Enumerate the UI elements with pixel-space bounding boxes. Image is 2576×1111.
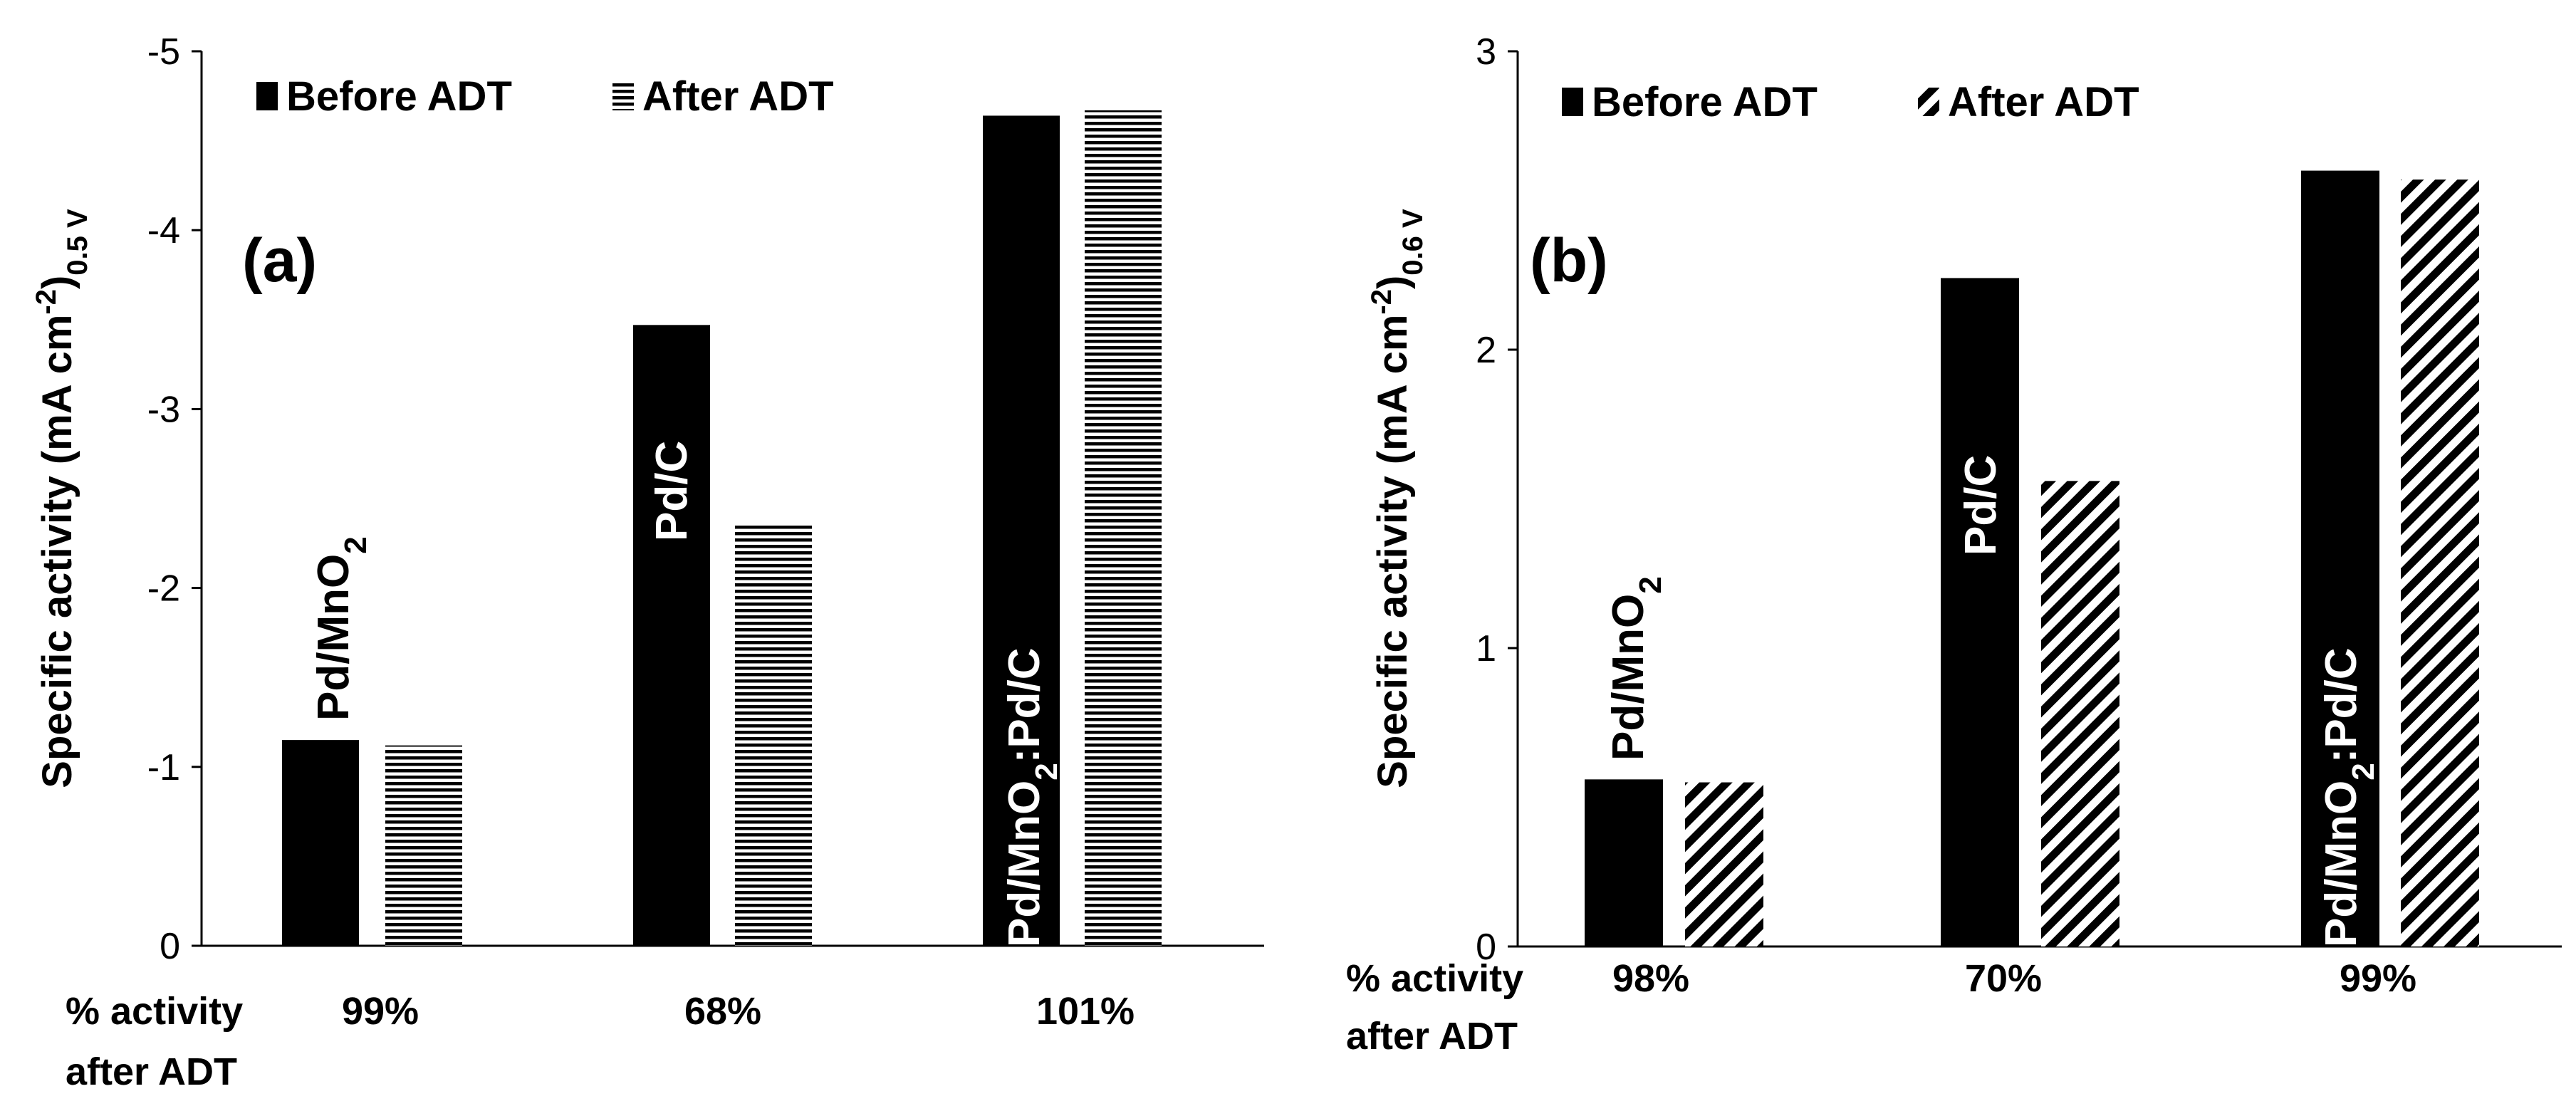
chart-panel: 0 1 2 3 Specific activity (mA cm-2)0.6 V Befo… <box>1346 31 2562 1058</box>
legend-swatch-before <box>1562 88 1583 116</box>
percent-retained-label: 99% <box>2340 957 2416 1000</box>
y-tick-label: -4 <box>147 210 180 251</box>
category-label: Pd/MnO2:Pd/C <box>2317 647 2381 947</box>
bar-after-adt <box>1085 110 1162 946</box>
percent-retained-label: 101% <box>1036 990 1135 1033</box>
chart-panel: 0 -1 -2 -3 -4 -5 Specific activity (mA cm-2)0.… <box>31 31 1264 1093</box>
category-label: Pd/C <box>1956 455 2006 556</box>
category-label: Pd/C <box>647 441 697 541</box>
y-axis-label: Specific activity (mA cm-2)0.5 V <box>31 209 93 788</box>
y-tick-label: 3 <box>1476 31 1496 73</box>
bar-after-adt <box>1685 782 1763 946</box>
legend-label-after: After ADT <box>642 73 834 120</box>
legend-swatch-before <box>256 82 278 110</box>
bar-before-adt <box>282 740 359 946</box>
y-tick-label: -3 <box>147 389 180 430</box>
percent-retained-label: 68% <box>684 990 761 1033</box>
legend-label-after: After ADT <box>1948 79 2139 125</box>
bar-before-adt <box>983 115 1060 946</box>
legend-swatch-after <box>1918 88 1939 116</box>
panel-label: (b) <box>1530 226 1608 295</box>
bar-before-adt <box>1941 278 2019 946</box>
y-tick-label: -1 <box>147 747 180 788</box>
category-label: Pd/MnO2 <box>309 536 373 721</box>
percent-retained-label: 70% <box>1965 957 2042 1000</box>
y-axis-label: Specific activity (mA cm-2)0.6 V <box>1366 209 1429 788</box>
bar-before-adt <box>1585 779 1663 946</box>
y-tick-label: -5 <box>147 31 180 73</box>
bar-before-adt <box>2301 170 2379 947</box>
y-tick-label: 1 <box>1476 628 1496 669</box>
row-label-line2: after ADT <box>66 1050 237 1093</box>
bar-before-adt <box>633 325 710 946</box>
bar-after-adt <box>735 525 812 946</box>
row-label-line1: % activity <box>1346 957 1523 1000</box>
row-label-line1: % activity <box>66 990 243 1033</box>
panel-label: (a) <box>242 226 317 295</box>
y-tick-label: 0 <box>160 926 180 967</box>
percent-retained-label: 98% <box>1612 957 1689 1000</box>
row-label-line2: after ADT <box>1346 1015 1518 1058</box>
legend-label-before: Before ADT <box>286 73 512 120</box>
percent-retained-label: 99% <box>342 990 419 1033</box>
bar-after-adt <box>2041 481 2119 946</box>
bar-after-adt <box>385 745 462 946</box>
y-tick-label: 0 <box>1476 927 1496 968</box>
y-tick-label: -2 <box>147 568 180 610</box>
bar-after-adt <box>2401 179 2479 946</box>
y-tick-label: 2 <box>1476 330 1496 371</box>
legend-label-before: Before ADT <box>1592 79 1818 125</box>
legend-swatch-after <box>612 82 634 110</box>
category-label: Pd/MnO2 <box>1604 576 1668 761</box>
category-label: Pd/MnO2:Pd/C <box>1000 647 1064 947</box>
